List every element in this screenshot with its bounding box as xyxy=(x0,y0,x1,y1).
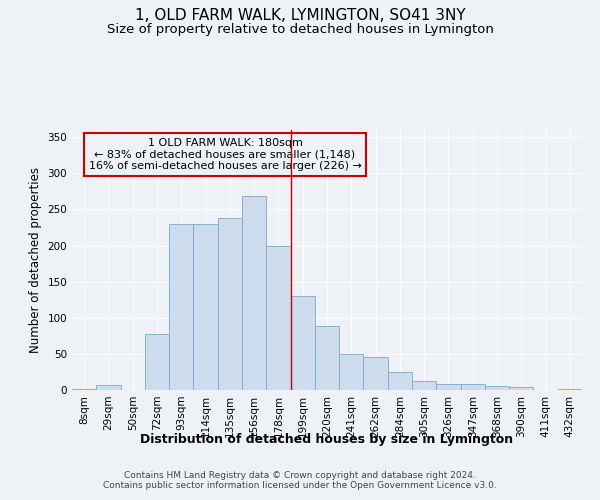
Bar xyxy=(364,357,388,390)
Bar xyxy=(242,196,266,390)
Bar xyxy=(96,385,121,390)
Text: Size of property relative to detached houses in Lymington: Size of property relative to detached ho… xyxy=(107,22,493,36)
Bar xyxy=(509,387,533,390)
Text: 1, OLD FARM WALK, LYMINGTON, SO41 3NY: 1, OLD FARM WALK, LYMINGTON, SO41 3NY xyxy=(134,8,466,22)
Bar xyxy=(436,384,461,390)
Bar xyxy=(218,218,242,390)
Bar xyxy=(145,334,169,390)
Bar xyxy=(266,246,290,390)
Bar xyxy=(485,386,509,390)
Text: Contains HM Land Registry data © Crown copyright and database right 2024.
Contai: Contains HM Land Registry data © Crown c… xyxy=(103,470,497,490)
Bar xyxy=(412,382,436,390)
Bar xyxy=(339,354,364,390)
Bar xyxy=(72,388,96,390)
Bar xyxy=(315,326,339,390)
Text: Distribution of detached houses by size in Lymington: Distribution of detached houses by size … xyxy=(140,432,514,446)
Bar xyxy=(193,224,218,390)
Y-axis label: Number of detached properties: Number of detached properties xyxy=(29,167,42,353)
Bar xyxy=(461,384,485,390)
Bar xyxy=(290,296,315,390)
Bar xyxy=(388,372,412,390)
Bar xyxy=(558,388,582,390)
Bar xyxy=(169,224,193,390)
Text: 1 OLD FARM WALK: 180sqm
← 83% of detached houses are smaller (1,148)
16% of semi: 1 OLD FARM WALK: 180sqm ← 83% of detache… xyxy=(89,138,361,171)
